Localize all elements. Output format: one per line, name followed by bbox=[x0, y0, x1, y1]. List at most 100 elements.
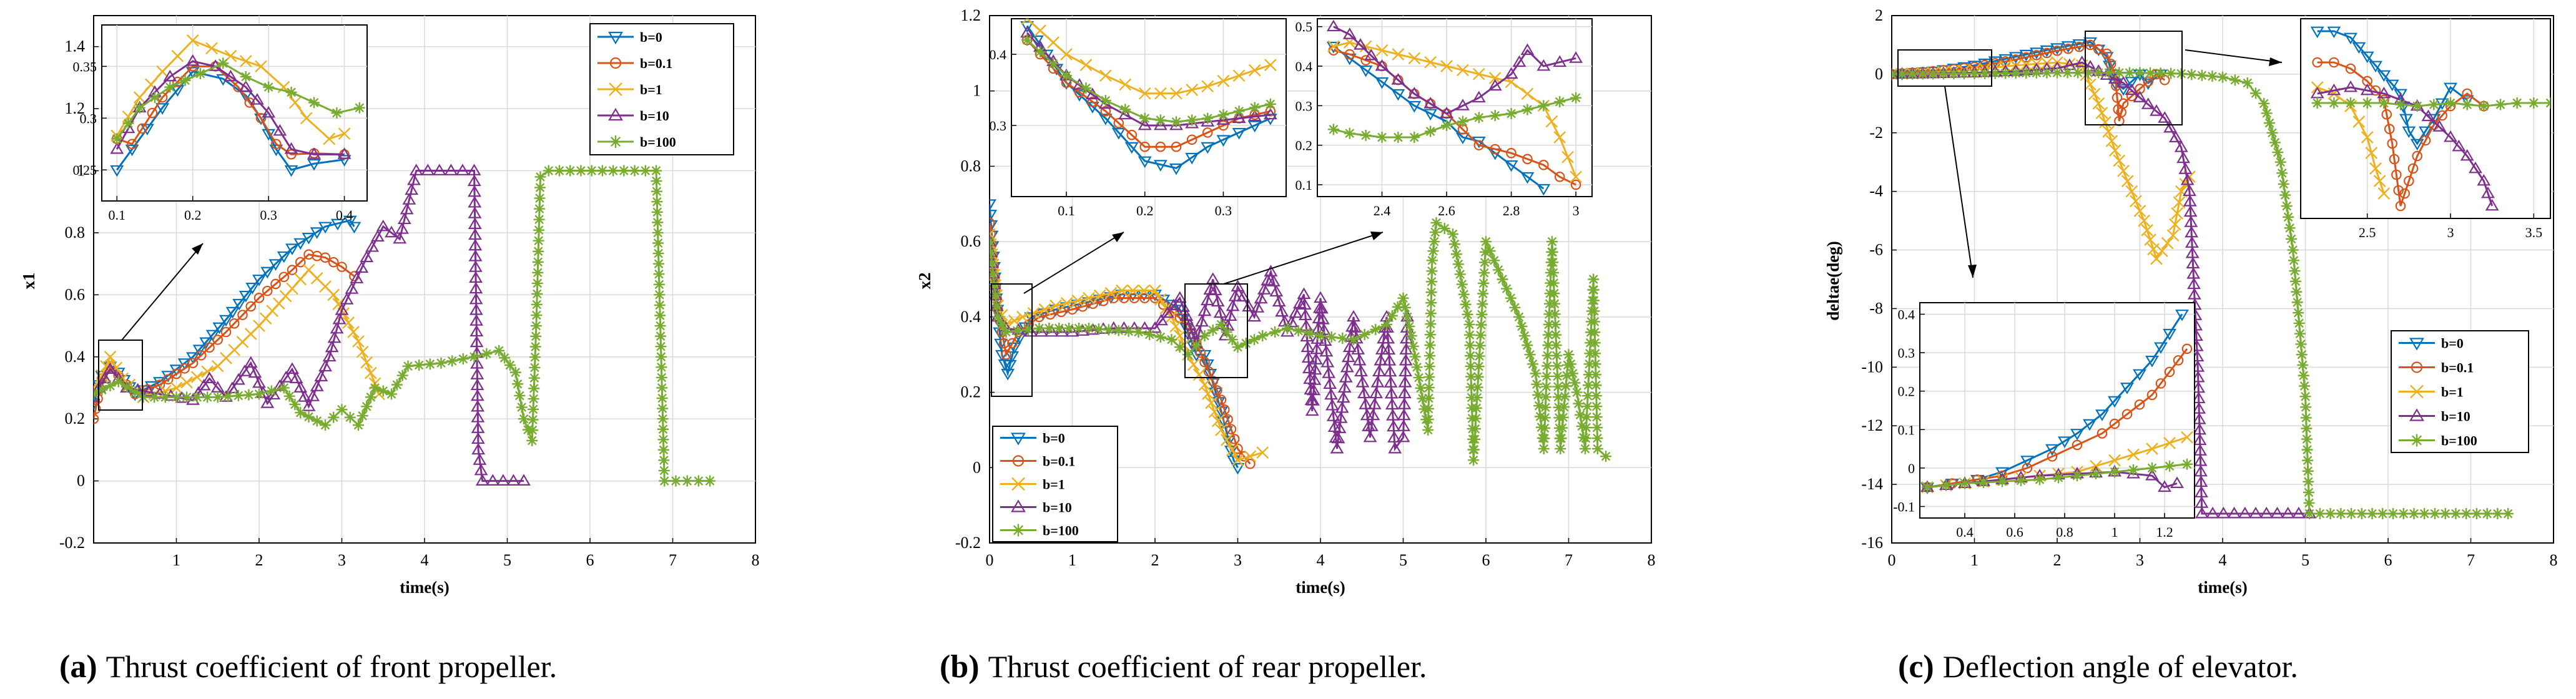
panel-a-ytick-label: 1.4 bbox=[65, 37, 86, 56]
panel-a-point-b10 bbox=[456, 164, 469, 175]
panel-b-xtick-label: 0 bbox=[986, 551, 994, 569]
panel-a-point-b10 bbox=[310, 379, 324, 391]
panel-b-point-b10 bbox=[1197, 304, 1212, 316]
panel-b-point-b100 bbox=[1538, 443, 1550, 455]
panel-b-point-b10 bbox=[1247, 310, 1261, 322]
panel-b-ytick-label: 0.4 bbox=[961, 308, 981, 326]
panel-b-point-b100 bbox=[1470, 402, 1482, 414]
panel-c-point-b10 bbox=[2206, 506, 2220, 519]
legend-marker-b1 bbox=[1011, 477, 1025, 491]
panel-b-inset-left-point-b1 bbox=[1079, 59, 1093, 71]
panel-a-point-b100 bbox=[96, 384, 108, 396]
panel-b-point-b10 bbox=[1251, 301, 1265, 313]
panel-a-inset-point-b100 bbox=[149, 92, 160, 104]
panel-b-point-b100 bbox=[1053, 322, 1065, 334]
panel-b-point-b100 bbox=[1533, 400, 1545, 412]
panel-c-inset-top-point-b1 bbox=[2365, 147, 2378, 159]
panel-c-point-b100 bbox=[2134, 67, 2146, 79]
panel-a-point-b100 bbox=[222, 391, 234, 403]
panel-a-point-b10 bbox=[260, 396, 275, 408]
panel-b-point-b100 bbox=[990, 247, 996, 258]
panel-c-point-b10 bbox=[2270, 506, 2284, 519]
panel-b-point-b0 bbox=[990, 210, 998, 222]
caption-c-text: Deflection angle of elevator. bbox=[1943, 649, 2298, 684]
panel-c-inset-bottom-ytick-label: -0.1 bbox=[1893, 499, 1915, 515]
panel-b-point-b01 bbox=[1007, 338, 1018, 349]
panel-b-point-b01 bbox=[1158, 299, 1169, 310]
panel-b-point-b100 bbox=[1103, 324, 1114, 336]
panel-b-inset-left-point-b1 bbox=[1232, 69, 1246, 82]
panel-c-point-b10 bbox=[2195, 486, 2208, 497]
panel-b-point-b100 bbox=[1562, 359, 1574, 371]
caption-b-letter: (b) bbox=[940, 649, 980, 685]
panel-a-markers-b100 bbox=[94, 165, 716, 487]
panel-b-point-b100 bbox=[1535, 411, 1546, 423]
panel-c-point-b10 bbox=[2193, 423, 2207, 435]
panel-c-point-b10 bbox=[2191, 391, 2206, 404]
panel-b-point-b100 bbox=[1465, 371, 1477, 383]
panel-b-inset-left-point-b0 bbox=[1124, 142, 1139, 154]
panel-b-ytick-label: 0.2 bbox=[961, 383, 981, 401]
panel-a-inset-point-b100 bbox=[263, 81, 275, 93]
panel-a-point-b10 bbox=[469, 292, 483, 305]
panel-a-point-b10 bbox=[318, 359, 332, 372]
panel-b-point-b100 bbox=[1531, 378, 1543, 390]
panel-b-point-b10 bbox=[1223, 309, 1237, 321]
panel-a-inset-point-b0 bbox=[269, 144, 283, 157]
panel-c-inset-top-point-b01 bbox=[2404, 175, 2414, 187]
panel-b-inset-right-point-b1 bbox=[1472, 67, 1485, 81]
panel-b-point-b10 bbox=[1383, 364, 1397, 377]
panel-a-point-b1 bbox=[104, 350, 117, 363]
panel-b-inset-right-point-b100 bbox=[1522, 104, 1533, 115]
panel-b-point-b1 bbox=[1104, 286, 1118, 300]
panel-c-point-b10 bbox=[2184, 215, 2198, 227]
panel-c-point-b01 bbox=[2111, 92, 2123, 103]
panel-a-point-b01 bbox=[262, 285, 273, 296]
panel-c-point-b10 bbox=[2187, 277, 2201, 290]
panel-b-point-b10 bbox=[1334, 411, 1348, 423]
panel-c-point-b10 bbox=[2191, 370, 2205, 383]
panel-c-inset-top-point-b10 bbox=[2327, 83, 2341, 95]
panel-a-point-b100 bbox=[413, 359, 425, 371]
panel-a-point-b01 bbox=[287, 265, 298, 275]
panel-c-point-b10 bbox=[2191, 381, 2206, 393]
panel-a-point-b100 bbox=[639, 165, 651, 177]
panel-a-inset-point-b100 bbox=[308, 97, 320, 109]
panel-b-point-b01 bbox=[1077, 301, 1088, 312]
panel-a-point-b100 bbox=[533, 213, 545, 225]
panel-b-point-b100 bbox=[1590, 390, 1602, 402]
panel-c-point-b100 bbox=[2052, 67, 2063, 79]
panel-c-point-b100 bbox=[2020, 67, 2032, 79]
panel-c-point-b1 bbox=[2155, 245, 2168, 257]
panel-b-point-b01 bbox=[1203, 366, 1214, 377]
panel-c-inset-bottom-point-b0 bbox=[2045, 444, 2059, 456]
panel-b-point-b100 bbox=[1426, 265, 1438, 277]
panel-b-inset-right-ytick-label: 0.5 bbox=[1295, 19, 1313, 35]
panel-b-point-b10 bbox=[1264, 265, 1278, 276]
panel-c-inset-bottom: 0.4 0.6 0.8 1 1.2 -0.1 0 0.1 0.2 0.3 0.4 bbox=[1893, 302, 2195, 540]
panel-b-inset-left-markers-b01 bbox=[1021, 34, 1276, 152]
panel-a-point-b100 bbox=[232, 389, 244, 401]
panel-b-inset-right-point-b10 bbox=[1488, 79, 1502, 91]
panel-b-inset-right-point-b1 bbox=[1327, 40, 1340, 53]
panel-c-point-b1 bbox=[2168, 218, 2181, 231]
panel-a-point-b100 bbox=[311, 415, 323, 427]
panel-b-inset-right-point-b10 bbox=[1536, 59, 1551, 71]
panel-b-point-b100 bbox=[1509, 301, 1521, 313]
panel-b-point-b1 bbox=[1154, 293, 1167, 306]
panel-b-point-b100 bbox=[1463, 318, 1475, 330]
panel-a-point-b100 bbox=[657, 444, 669, 456]
panel-b-inset-right-point-b01 bbox=[1506, 148, 1517, 159]
panel-c-point-b10 bbox=[2187, 288, 2201, 300]
panel-b-point-b10 bbox=[1366, 408, 1380, 421]
panel-c-point-b100 bbox=[2276, 167, 2288, 179]
panel-b-point-b100 bbox=[1539, 412, 1551, 424]
panel-c-inset-top-point-b100 bbox=[2528, 97, 2540, 109]
panel-c-inset-top-point-b10 bbox=[2444, 130, 2457, 142]
panel-a-point-b10 bbox=[252, 376, 266, 388]
panel-c-point-b01 bbox=[2074, 41, 2085, 52]
panel-c-inset-top-xtick-label: 3.5 bbox=[2525, 225, 2543, 240]
panel-c-inset-top-point-b0 bbox=[2377, 70, 2391, 82]
panel-c-point-b100 bbox=[2298, 369, 2309, 381]
panel-b-point-b10 bbox=[1076, 324, 1089, 336]
